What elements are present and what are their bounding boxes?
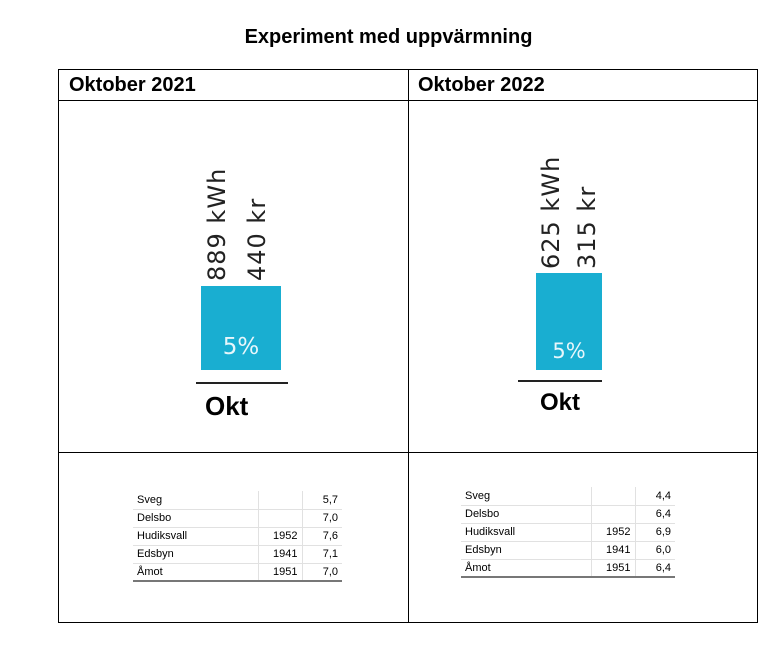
value-cell: 6,9 bbox=[634, 523, 675, 542]
value-cell: 7,0 bbox=[301, 563, 342, 582]
comparison-table: Oktober 2021 Oktober 2022 889 kWh 440 kr… bbox=[58, 69, 758, 623]
table-row: Hudiksvall 1952 6,9 bbox=[461, 523, 675, 542]
place-cell: Sveg bbox=[461, 487, 591, 506]
value-cell: 6,4 bbox=[634, 505, 675, 524]
table-row: Hudiksvall 1952 7,6 bbox=[133, 527, 342, 546]
year-cell bbox=[257, 509, 302, 528]
header-divider bbox=[59, 100, 757, 101]
temperature-table-2022: Sveg 4,4 Delsbo 6,4 Hudiksvall 1952 6,9 … bbox=[461, 487, 675, 578]
place-cell: Edsbyn bbox=[461, 541, 591, 560]
table-row: Sveg 4,4 bbox=[461, 487, 675, 506]
cost-label-2021: 440 kr bbox=[243, 197, 271, 281]
kwh-label-2022: 625 kWh bbox=[537, 155, 565, 269]
year-cell: 1952 bbox=[590, 523, 635, 542]
place-cell: Hudiksvall bbox=[133, 527, 258, 546]
row-divider bbox=[59, 452, 757, 453]
place-cell: Hudiksvall bbox=[461, 523, 591, 542]
place-cell: Delsbo bbox=[461, 505, 591, 524]
table-row: Delsbo 6,4 bbox=[461, 505, 675, 524]
bar-percent-2021: 5% bbox=[222, 334, 260, 360]
usage-bar-2021: 5% bbox=[201, 286, 281, 370]
value-cell: 4,4 bbox=[634, 487, 675, 506]
bar-percent-2022: 5% bbox=[552, 339, 586, 363]
value-cell: 6,0 bbox=[634, 541, 675, 560]
axis-line-2021 bbox=[196, 382, 288, 384]
table-row: Åmot 1951 6,4 bbox=[461, 559, 675, 578]
place-cell: Åmot bbox=[461, 559, 591, 578]
axis-line-2022 bbox=[518, 380, 602, 382]
year-cell bbox=[590, 487, 635, 506]
place-cell: Delsbo bbox=[133, 509, 258, 528]
column-divider bbox=[408, 70, 409, 622]
year-cell: 1951 bbox=[590, 559, 635, 578]
value-cell: 5,7 bbox=[301, 491, 342, 510]
year-cell bbox=[257, 491, 302, 510]
value-cell: 6,4 bbox=[634, 559, 675, 578]
kwh-label-2021: 889 kWh bbox=[203, 167, 231, 281]
value-cell: 7,0 bbox=[301, 509, 342, 528]
table-row: Edsbyn 1941 6,0 bbox=[461, 541, 675, 560]
cost-label-2022: 315 kr bbox=[573, 185, 601, 269]
table-row: Delsbo 7,0 bbox=[133, 509, 342, 528]
place-cell: Sveg bbox=[133, 491, 258, 510]
temperature-table-2021: Sveg 5,7 Delsbo 7,0 Hudiksvall 1952 7,6 … bbox=[133, 491, 342, 582]
year-cell: 1951 bbox=[257, 563, 302, 582]
table-row: Sveg 5,7 bbox=[133, 491, 342, 510]
month-label-2021: Okt bbox=[205, 391, 249, 421]
usage-bar-2022: 5% bbox=[536, 273, 602, 370]
place-cell: Åmot bbox=[133, 563, 258, 582]
table-row: Åmot 1951 7,0 bbox=[133, 563, 342, 582]
value-cell: 7,1 bbox=[301, 545, 342, 564]
column-header-2021: Oktober 2021 bbox=[69, 74, 196, 96]
year-cell: 1952 bbox=[257, 527, 302, 546]
year-cell: 1941 bbox=[590, 541, 635, 560]
year-cell bbox=[590, 505, 635, 524]
month-label-2022: Okt bbox=[540, 389, 581, 416]
place-cell: Edsbyn bbox=[133, 545, 258, 564]
value-cell: 7,6 bbox=[301, 527, 342, 546]
chart-panel-2021: 889 kWh 440 kr 5% Okt bbox=[59, 101, 408, 452]
chart-panel-2022: 625 kWh 315 kr 5% Okt bbox=[409, 101, 758, 452]
table-row: Edsbyn 1941 7,1 bbox=[133, 545, 342, 564]
page-title: Experiment med uppvärmning bbox=[244, 26, 533, 48]
column-header-2022: Oktober 2022 bbox=[418, 74, 545, 96]
year-cell: 1941 bbox=[257, 545, 302, 564]
